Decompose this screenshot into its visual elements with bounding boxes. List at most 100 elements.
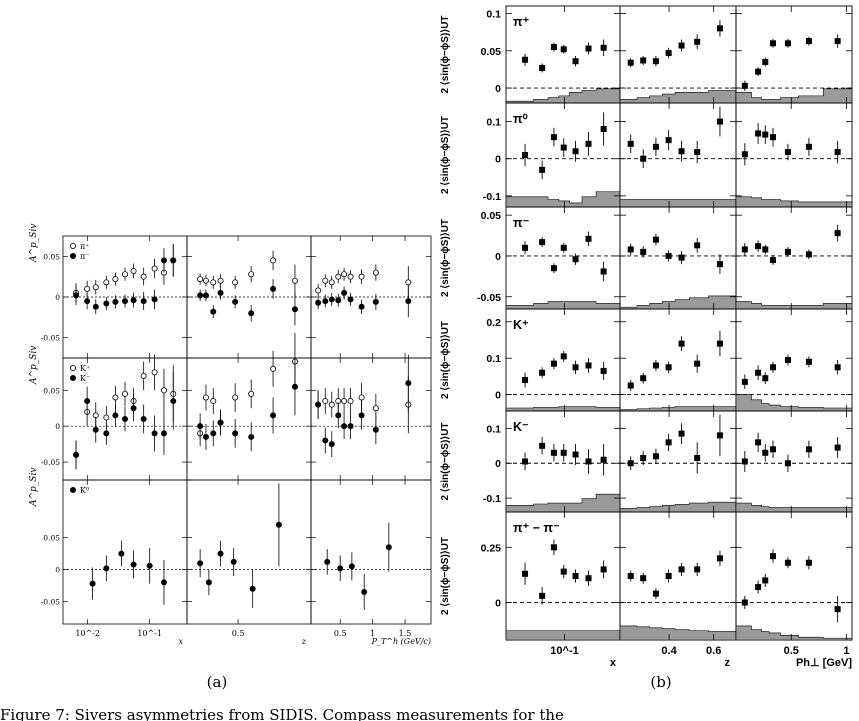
y-tick-label: 0 bbox=[55, 422, 60, 431]
systematic-band bbox=[619, 90, 737, 104]
data-point bbox=[640, 155, 647, 162]
panel-b-cell-r0-c0 bbox=[505, 5, 621, 104]
y-tick-label: 0.1 bbox=[486, 423, 501, 435]
data-point bbox=[694, 566, 701, 573]
data-point bbox=[640, 455, 647, 462]
data-point bbox=[665, 573, 672, 579]
y-tick-label: 0.1 bbox=[486, 353, 501, 365]
x-tick-label: 0.5 bbox=[232, 629, 245, 638]
data-point bbox=[248, 310, 255, 317]
y-axis-label: 2 ⟨sin(ϕ−ϕS)⟩UT bbox=[440, 321, 451, 399]
data-point bbox=[652, 362, 659, 369]
legend-marker bbox=[70, 486, 77, 493]
data-point bbox=[652, 236, 659, 243]
data-point bbox=[805, 38, 812, 45]
data-point bbox=[762, 375, 769, 382]
data-point bbox=[347, 296, 354, 303]
systematic-band bbox=[735, 625, 853, 641]
data-point bbox=[770, 364, 777, 371]
data-point bbox=[270, 412, 277, 419]
panel-b-cell-r0-c2 bbox=[735, 5, 853, 104]
data-point bbox=[678, 340, 685, 347]
data-point bbox=[358, 394, 365, 401]
data-point bbox=[112, 412, 119, 419]
legend-marker bbox=[70, 242, 77, 249]
data-point bbox=[539, 64, 546, 71]
systematic-band bbox=[505, 88, 621, 104]
panel-a-cell-r2-c1 bbox=[186, 479, 312, 625]
data-point bbox=[122, 298, 129, 305]
data-point bbox=[665, 439, 672, 446]
cell-frame bbox=[186, 357, 312, 481]
data-point bbox=[341, 423, 348, 430]
data-point bbox=[572, 148, 579, 155]
data-point bbox=[560, 46, 567, 53]
data-point bbox=[784, 40, 791, 47]
data-point bbox=[210, 279, 217, 286]
data-point bbox=[372, 405, 379, 412]
data-point bbox=[202, 277, 209, 284]
cell-frame bbox=[310, 357, 432, 481]
data-point bbox=[232, 279, 239, 286]
data-point bbox=[372, 298, 379, 305]
data-point bbox=[716, 118, 723, 125]
y-tick-label: 0 bbox=[495, 251, 501, 263]
cell-frame bbox=[735, 206, 853, 310]
data-point bbox=[585, 362, 592, 369]
data-point bbox=[291, 383, 298, 390]
data-point bbox=[600, 566, 607, 573]
data-point bbox=[694, 149, 701, 156]
data-point bbox=[560, 353, 567, 360]
systematic-band bbox=[735, 196, 853, 208]
data-point bbox=[112, 394, 119, 401]
panel-a-cell-r0-c0: -0.05 0 0.05 bbox=[41, 235, 188, 359]
data-point bbox=[522, 152, 529, 158]
panel-b-cell-r0-c1 bbox=[619, 5, 737, 104]
y-tick-label: 0 bbox=[55, 566, 60, 575]
data-point bbox=[784, 149, 791, 156]
data-point bbox=[741, 378, 748, 385]
data-point bbox=[335, 273, 342, 280]
data-point bbox=[217, 277, 224, 284]
data-point bbox=[627, 140, 634, 147]
y-tick-label: 0.05 bbox=[481, 210, 502, 222]
data-point bbox=[291, 277, 298, 284]
data-point bbox=[550, 265, 557, 272]
panel-b-cell-r1-c1 bbox=[619, 102, 737, 208]
data-point bbox=[335, 412, 342, 419]
x-axis-label: Ph⊥ [GeV] bbox=[796, 657, 852, 669]
data-point bbox=[248, 271, 255, 278]
data-point bbox=[770, 134, 777, 141]
x-tick-label: 10^-1 bbox=[137, 629, 162, 638]
y-tick-label: 0.05 bbox=[481, 46, 502, 58]
data-point bbox=[347, 273, 354, 280]
x-tick-label: 0.5 bbox=[334, 629, 347, 638]
y-tick-label: 0 bbox=[495, 390, 501, 402]
data-point bbox=[805, 559, 812, 566]
data-point bbox=[560, 144, 567, 151]
data-point bbox=[755, 243, 762, 250]
data-point bbox=[405, 298, 412, 305]
data-point bbox=[716, 432, 723, 439]
data-point bbox=[405, 279, 412, 286]
y-tick-label: 0.25 bbox=[481, 542, 502, 554]
panel-a-label: (a) bbox=[207, 673, 228, 691]
data-point bbox=[550, 134, 557, 141]
data-point bbox=[834, 149, 841, 156]
y-axis-label: 2 ⟨sin(ϕ−ϕS)⟩UT bbox=[440, 422, 451, 500]
data-point bbox=[160, 579, 167, 586]
data-point bbox=[627, 59, 634, 66]
data-point bbox=[324, 558, 331, 565]
panel-b-cell-r5-c2 bbox=[735, 511, 853, 641]
cell-frame bbox=[735, 511, 853, 641]
data-point bbox=[784, 248, 791, 255]
data-point bbox=[762, 131, 769, 138]
data-point bbox=[741, 458, 748, 465]
data-point bbox=[694, 360, 701, 367]
data-point bbox=[755, 439, 762, 446]
data-point bbox=[805, 446, 812, 453]
data-point bbox=[762, 449, 769, 456]
data-point bbox=[170, 257, 177, 264]
data-point bbox=[130, 561, 137, 568]
data-point bbox=[210, 398, 217, 405]
